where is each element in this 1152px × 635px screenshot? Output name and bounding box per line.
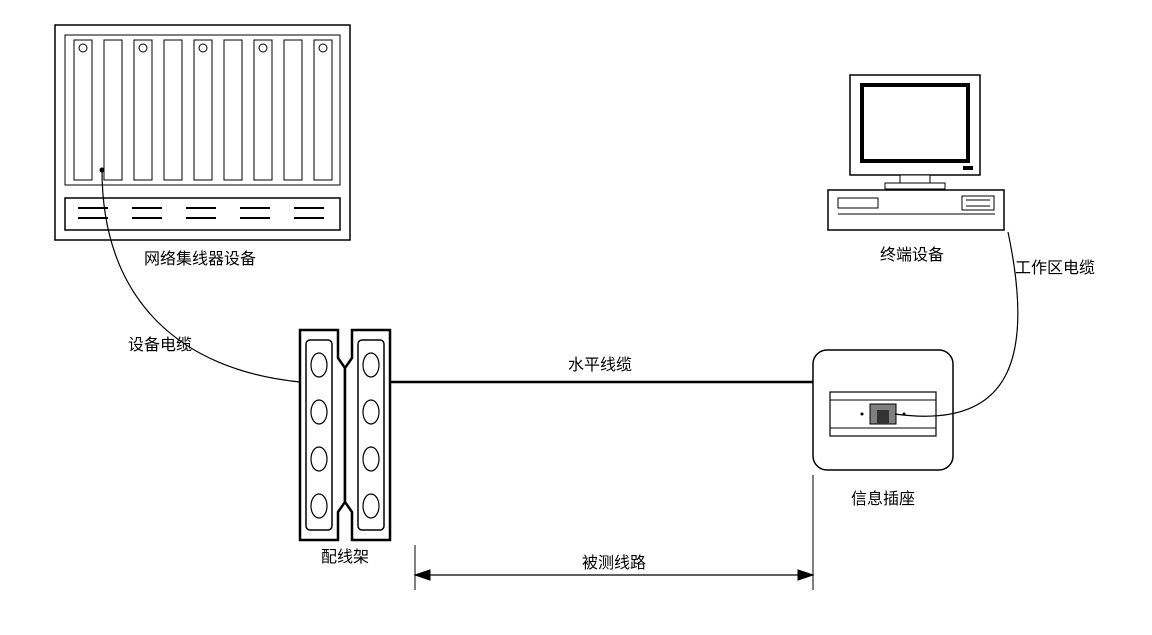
info-outlet [813,350,953,470]
horizontal-cable-label: 水平线缆 [568,356,632,374]
patch-panel [300,330,390,540]
measured-link-label: 被测线路 [582,554,646,572]
info-outlet-label: 信息插座 [851,490,915,508]
patch-panel-label: 配线架 [321,548,369,566]
equipment-cable-label: 设备电缆 [128,336,192,354]
hub-label: 网络集线器设备 [144,249,256,268]
hub-slots [74,40,332,180]
diagram-canvas: 网络集线器设备 设备电缆 配线架 水平线缆 [0,0,1152,635]
hub-device [55,25,350,240]
terminal-label: 终端设备 [880,246,944,264]
work-area-cable-label: 工作区电缆 [1015,259,1095,277]
measured-link-dimension [415,475,813,590]
terminal-device [828,75,1004,230]
